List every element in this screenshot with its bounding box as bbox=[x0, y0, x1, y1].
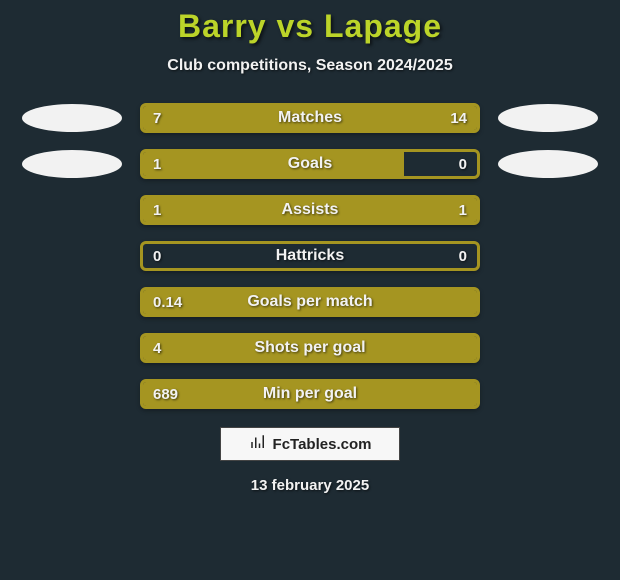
date-text: 13 february 2025 bbox=[0, 477, 620, 494]
branding-text: FcTables.com bbox=[273, 436, 372, 453]
bar-fill-left bbox=[143, 152, 404, 176]
stat-bar: 0.14Goals per match bbox=[140, 287, 480, 317]
bar-fill-left bbox=[143, 198, 310, 222]
ellipse-placeholder bbox=[498, 380, 598, 408]
page-title: Barry vs Lapage bbox=[0, 8, 620, 45]
ellipse-placeholder bbox=[22, 334, 122, 362]
bar-fill-full bbox=[143, 382, 477, 406]
stat-row: 4Shots per goal bbox=[0, 333, 620, 363]
branding-badge: FcTables.com bbox=[220, 427, 400, 461]
stat-bar: 0 0Hattricks bbox=[140, 241, 480, 271]
stat-value-right: 0 bbox=[459, 152, 467, 176]
player-right-badge bbox=[498, 104, 598, 132]
ellipse-placeholder bbox=[22, 242, 122, 270]
stat-value-left: 1 bbox=[153, 152, 161, 176]
ellipse-placeholder bbox=[498, 288, 598, 316]
stat-bar: 714Matches bbox=[140, 103, 480, 133]
stat-bar: 689Min per goal bbox=[140, 379, 480, 409]
stat-value-left: 689 bbox=[153, 382, 178, 406]
ellipse-placeholder bbox=[498, 196, 598, 224]
comparison-infographic: Barry vs Lapage Club competitions, Seaso… bbox=[0, 0, 620, 580]
ellipse-placeholder bbox=[22, 380, 122, 408]
stat-row: 714Matches bbox=[0, 103, 620, 133]
stat-label: Hattricks bbox=[143, 244, 477, 268]
stat-bar: 10Goals bbox=[140, 149, 480, 179]
stat-row: 689Min per goal bbox=[0, 379, 620, 409]
ellipse-placeholder bbox=[22, 288, 122, 316]
stat-value-left: 7 bbox=[153, 106, 161, 130]
stat-bar: 11Assists bbox=[140, 195, 480, 225]
bar-fill-right bbox=[253, 106, 477, 130]
ellipse-placeholder bbox=[22, 196, 122, 224]
player-right-badge bbox=[498, 150, 598, 178]
stat-value-left: 0.14 bbox=[153, 290, 182, 314]
bar-chart-icon bbox=[249, 433, 267, 455]
subtitle: Club competitions, Season 2024/2025 bbox=[0, 57, 620, 75]
bar-fill-full bbox=[143, 290, 477, 314]
player-left-badge bbox=[22, 104, 122, 132]
ellipse-placeholder bbox=[498, 334, 598, 362]
stats-rows: 714Matches10Goals11Assists00Hattricks0.1… bbox=[0, 103, 620, 409]
stat-row: 10Goals bbox=[0, 149, 620, 179]
player-left-badge bbox=[22, 150, 122, 178]
stat-row: 0 0Hattricks bbox=[0, 241, 620, 271]
stat-value-right: 14 bbox=[450, 106, 467, 130]
stat-row: 11Assists bbox=[0, 195, 620, 225]
bar-fill-right bbox=[310, 198, 477, 222]
stat-value-left: 1 bbox=[153, 198, 161, 222]
stat-value-left: 0 bbox=[153, 244, 161, 268]
stat-value-right: 0 bbox=[459, 244, 467, 268]
stat-bar: 4Shots per goal bbox=[140, 333, 480, 363]
stat-value-right: 1 bbox=[459, 198, 467, 222]
ellipse-placeholder bbox=[498, 242, 598, 270]
stat-row: 0.14Goals per match bbox=[0, 287, 620, 317]
stat-value-left: 4 bbox=[153, 336, 161, 360]
bar-fill-full bbox=[143, 336, 477, 360]
